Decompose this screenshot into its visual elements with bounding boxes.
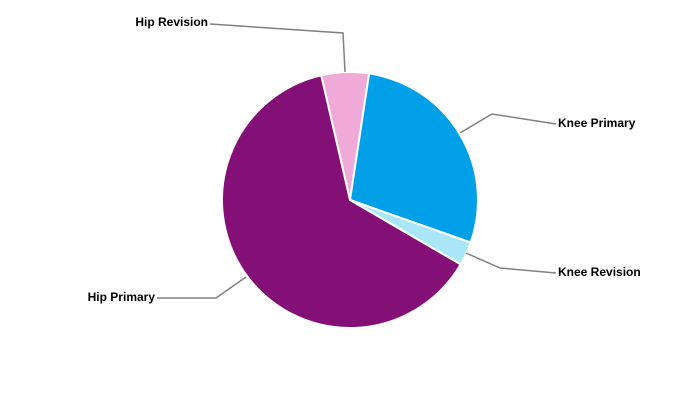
leader-line	[459, 113, 557, 134]
leader-line	[209, 23, 346, 73]
pie-slice	[348, 72, 479, 244]
slice-label: Hip Primary	[88, 290, 156, 304]
leader-line	[157, 276, 247, 299]
pie-slice	[221, 74, 462, 329]
slice-label: Knee Revision	[558, 265, 641, 279]
slice-label: Hip Revision	[135, 15, 208, 29]
slice-label: Knee Primary	[558, 116, 636, 130]
leader-line	[465, 252, 557, 274]
